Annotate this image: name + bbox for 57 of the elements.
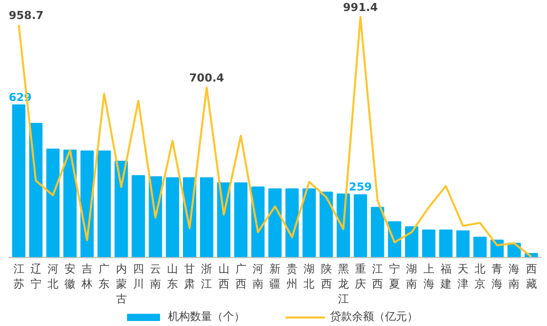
x-tick-label: 天津: [457, 262, 468, 291]
x-tick-label: 黑龙江: [338, 262, 349, 306]
bar: [132, 175, 145, 258]
bar: [456, 230, 470, 258]
x-tick-label: 内蒙古: [116, 262, 127, 306]
bar: [63, 150, 77, 258]
x-tick-label: 云南: [150, 262, 161, 291]
x-tick-label: 上海: [423, 262, 434, 291]
data-label: 259: [348, 180, 372, 194]
x-tick-label: 宁夏: [389, 262, 400, 291]
bar: [166, 177, 180, 258]
x-tick-label: 四川: [132, 262, 144, 291]
x-tick-label: 山西: [218, 262, 230, 291]
data-label: 958.7: [8, 8, 44, 22]
legend-label: 贷款余额（亿元）: [330, 309, 418, 324]
x-tick-label: 湖北: [304, 262, 315, 291]
bar: [114, 160, 128, 258]
x-tick-label: 陕西: [320, 262, 332, 291]
x-tick-label: 吉林: [80, 262, 93, 291]
x-tick-label: 福建: [439, 262, 452, 291]
bar: [370, 206, 384, 258]
data-label: 700.4: [189, 72, 224, 85]
bar: [354, 194, 368, 258]
data-label: 991.4: [343, 0, 378, 14]
x-tick-label: 广东: [98, 262, 110, 291]
x-tick-label: 山东: [167, 262, 178, 291]
bar: [234, 182, 248, 258]
bar: [29, 122, 42, 258]
x-tick-label: 江苏: [13, 262, 24, 291]
x-tick-label: 海南: [508, 262, 520, 291]
legend-label: 机构数量（个）: [168, 309, 245, 324]
bar: [473, 236, 487, 258]
x-tick-label: 重庆: [354, 262, 366, 291]
bar: [320, 192, 333, 258]
x-tick-label: 西藏: [526, 262, 537, 291]
x-tick-label: 江西: [372, 262, 383, 291]
bar: [98, 150, 111, 258]
x-tick-label: 河北: [47, 262, 58, 291]
bar: [405, 226, 418, 258]
x-tick-label: 安徽: [64, 262, 76, 291]
bar: [439, 229, 452, 258]
x-tick-label: 甘肃: [184, 262, 196, 291]
bar: [12, 104, 26, 258]
x-tick-label: 贵州: [286, 262, 298, 291]
x-tick-label: 辽宁: [30, 262, 42, 291]
bar: [46, 148, 60, 258]
bar: [302, 188, 316, 258]
x-tick-label: 北京: [474, 262, 486, 291]
bar: [268, 188, 282, 258]
x-tick-label: 广西: [235, 262, 246, 291]
x-tick-label: 青海: [492, 262, 503, 291]
x-tick-label: 湖南: [406, 262, 418, 291]
bar: [200, 177, 214, 258]
x-tick-label: 浙江: [201, 262, 212, 291]
x-tick-label: 河南: [252, 262, 264, 291]
x-tick-label: 新疆: [270, 262, 280, 291]
bar: [422, 229, 436, 258]
